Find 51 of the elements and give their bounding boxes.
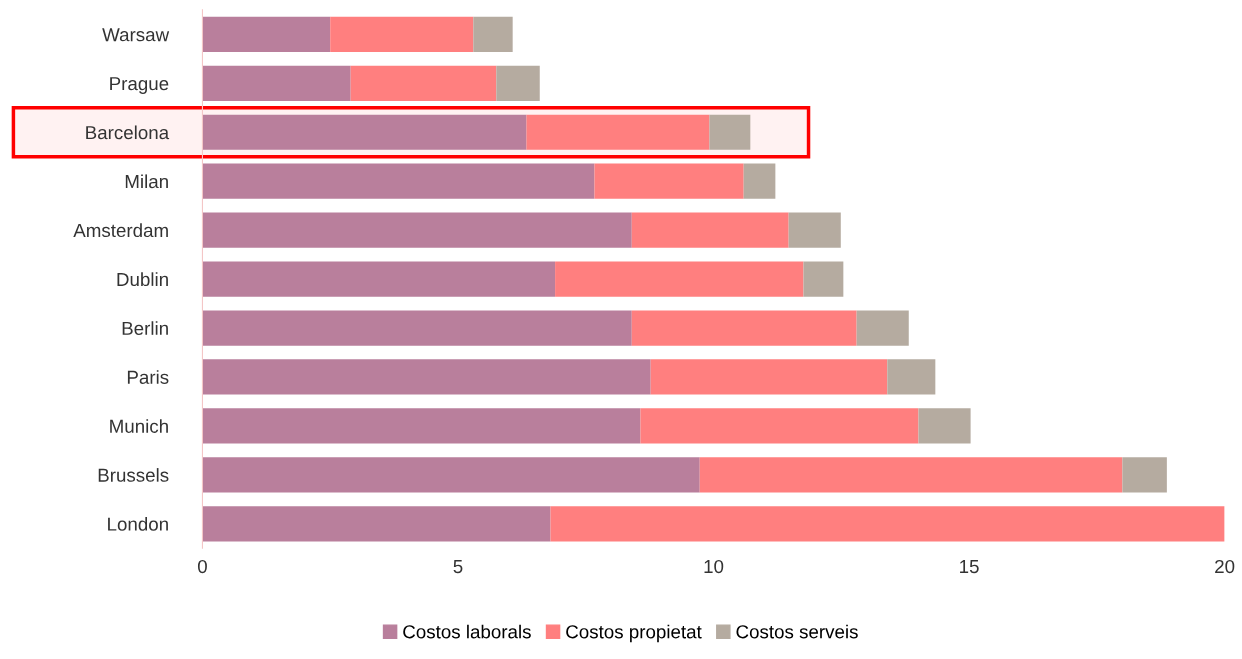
y-tick-label: Prague xyxy=(110,77,169,94)
bar xyxy=(202,457,700,493)
bar xyxy=(202,261,556,297)
bar xyxy=(202,16,331,52)
bar xyxy=(856,310,909,346)
bar xyxy=(496,65,540,101)
y-tick-label: Amsterdam xyxy=(73,223,168,238)
bar xyxy=(803,261,844,297)
x-tick-label: 20 xyxy=(1215,559,1235,574)
bar xyxy=(202,310,632,346)
y-tick-label: Warsaw xyxy=(102,28,170,42)
bar xyxy=(709,114,751,150)
bar xyxy=(526,114,710,150)
legend-label: Costos propietat xyxy=(566,624,702,643)
bar xyxy=(202,359,651,395)
bar xyxy=(918,408,971,444)
bar xyxy=(202,408,641,444)
x-tick-label: 5 xyxy=(453,560,463,574)
bar xyxy=(330,16,474,52)
bar xyxy=(640,408,919,444)
bar xyxy=(555,261,804,297)
bar xyxy=(202,65,351,101)
bar xyxy=(650,359,888,395)
y-tick-label: Munich xyxy=(110,419,168,433)
y-tick-label: Milan xyxy=(125,174,168,189)
bar xyxy=(743,163,776,199)
bar xyxy=(550,506,1225,542)
y-tick-label: London xyxy=(108,517,168,531)
y-tick-label: Dublin xyxy=(117,272,168,287)
y-tick-label: Barcelona xyxy=(86,125,170,140)
legend-label: Costos serveis xyxy=(736,624,858,639)
y-tick-label: Paris xyxy=(127,370,169,384)
bar xyxy=(202,163,595,199)
bar xyxy=(202,212,632,248)
x-tick-label: 15 xyxy=(960,560,979,574)
bar xyxy=(887,359,936,395)
bar xyxy=(350,65,497,101)
legend-label: Costos laborals xyxy=(403,624,531,639)
bar xyxy=(202,114,527,150)
bar xyxy=(202,506,551,542)
bar xyxy=(473,16,513,52)
bar xyxy=(788,212,841,248)
bar xyxy=(699,457,1123,493)
y-tick-label: Brussels xyxy=(98,468,169,482)
x-tick-label: 0 xyxy=(197,559,207,574)
bar xyxy=(631,310,857,346)
x-tick-label: 10 xyxy=(704,559,724,574)
bar xyxy=(594,163,744,199)
y-tick-label: Berlin xyxy=(122,321,168,336)
bar xyxy=(1122,457,1167,493)
bar xyxy=(631,212,789,248)
